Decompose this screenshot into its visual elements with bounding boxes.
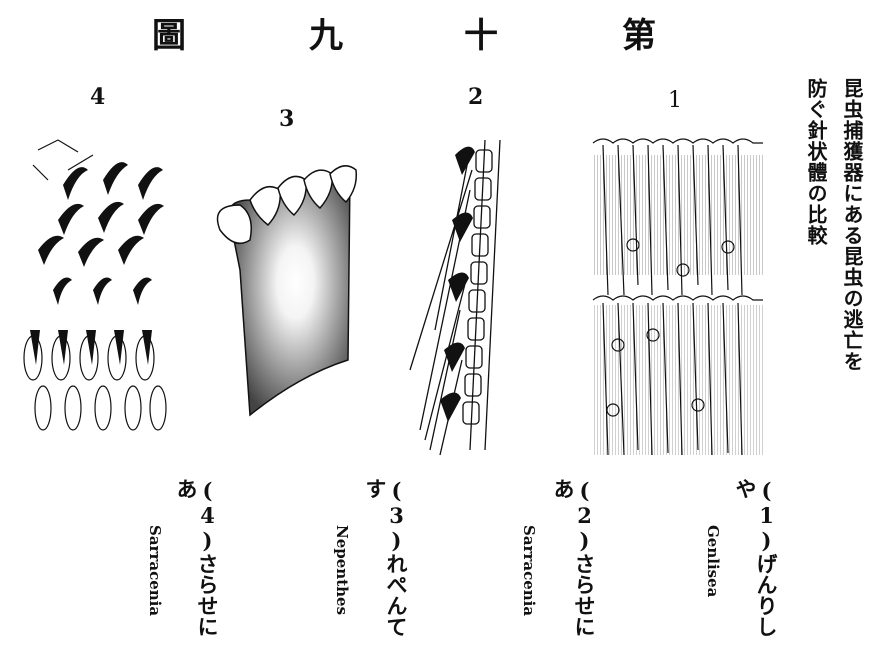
caption-jp-3: (3)れぺんてす — [363, 478, 409, 637]
spine-chain-illustration — [409, 139, 501, 456]
caption-latin-1: Genlisea — [704, 525, 722, 598]
caption-latin-4: Sarracenia — [146, 525, 164, 617]
title-char-1: 圖 — [152, 16, 186, 56]
title-char-4: 第 — [622, 16, 656, 56]
figure-number-3: 3 — [279, 106, 295, 132]
title-char-2: 九 — [309, 16, 343, 56]
caption-jp-2: (2)さらせにあ — [551, 478, 597, 637]
caption-jp-4: (4)さらせにあ — [174, 478, 220, 637]
bristle-tube-illustration — [592, 138, 763, 456]
caption-latin-2: Sarracenia — [520, 525, 538, 617]
caption-latin-3: Nepenthes — [333, 525, 351, 616]
title-char-3: 十 — [464, 16, 498, 56]
figure-number-4: 4 — [90, 84, 106, 110]
caption-jp-1: (1)げんりしや — [733, 478, 779, 637]
figure-number-1: 1 — [668, 88, 682, 113]
pitcher-rim-illustration — [216, 165, 358, 417]
figure-number-2: 2 — [468, 84, 484, 110]
side-title-line2: 防ぐ針状體の比較 — [804, 78, 828, 246]
hair-cluster-illustration — [23, 139, 167, 431]
side-title-line1: 昆虫捕獲器にある昆虫の逃亡を — [840, 78, 864, 372]
